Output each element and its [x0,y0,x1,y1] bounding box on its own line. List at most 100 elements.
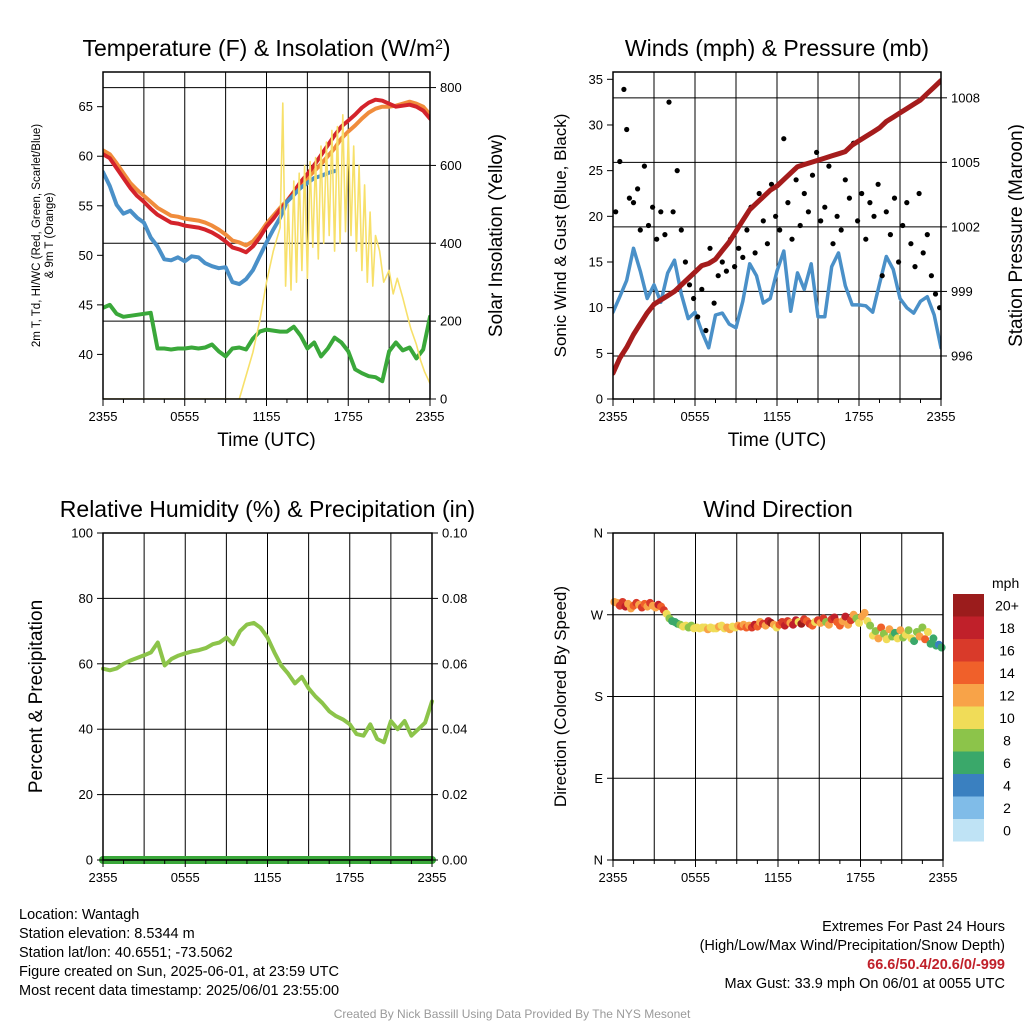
x-tick-label: 2355 [89,409,118,424]
gust-point [736,245,742,251]
chart-panel-3: 0 20 40 60 80 100 0.00 0.02 0.04 0.06 0.08 0.10 2355… [26,526,467,886]
gust-point [613,209,619,215]
gust-point [871,213,877,219]
y2-tick-label: 1008 [951,90,980,105]
y2-axis-label: Solar Insolation (Yellow) [486,134,507,337]
elevation-label: Station elevation: 8.5344 m [19,926,195,942]
legend-label: 16 [999,642,1015,658]
legend-swatch [953,751,984,774]
series-group [103,97,430,399]
x-tick-label: 2355 [599,409,628,424]
legend-swatch [953,796,984,819]
chart-title: Temperature (F) & Insolation (W/m2) [82,35,450,61]
recent-data-label: Most recent data timestamp: 2025/06/01 2… [19,983,340,999]
x-tick-label: 1755 [846,870,875,885]
y2-tick-label: 600 [440,158,462,173]
gust-point [719,259,725,265]
direction-point [921,635,930,644]
y2-tick-label: 996 [951,348,973,363]
gust-point [645,222,652,229]
y2-tick-label: 999 [951,284,973,299]
gust-point [904,200,910,206]
y-tick-label: N [594,526,603,541]
legend-swatch [953,684,984,707]
gust-point [781,136,787,142]
x-tick-label: 2355 [599,870,628,885]
extremes-subtitle: (High/Low/Max Wind/Precipitation/Snow De… [699,938,1005,954]
gust-point [707,245,713,251]
y-axis-label: Percent & Precipitation [26,600,47,793]
gust-point [691,295,697,302]
gust-point [635,186,641,192]
series-group [610,598,946,652]
gust-point [666,99,672,105]
y2-tick-label: 0.02 [442,787,467,802]
gust-point [715,273,721,279]
gust-point [723,268,730,274]
gust-point [908,241,914,247]
speed-legend: mph 20+ 18 16 14 12 10 8 6 4 2 0 [953,575,1019,842]
direction-point [860,608,869,617]
y-tick-label: 5 [596,346,603,361]
gust-point [891,195,898,201]
gust-point [777,227,783,233]
gust-point [937,305,941,311]
gust-point [674,168,680,174]
gust-point [630,200,637,206]
x-tick-label: 0555 [170,409,199,424]
y-tick-label: 10 [589,300,603,315]
gust-point [641,163,648,169]
gust-point [756,190,762,197]
series-solar-insolation [103,102,430,399]
gust-point [912,264,918,270]
y-tick-label: 100 [71,526,93,541]
gust-point [621,86,627,92]
gust-point [785,200,791,206]
gust-point [863,236,869,242]
direction-point [918,623,927,632]
x-tick-label: 0555 [681,409,710,424]
gust-point [932,291,939,297]
y2-tick-label: 0.10 [442,526,467,541]
extremes-title: Extremes For Past 24 Hours [822,919,1005,935]
gust-point [678,227,684,233]
gust-point [773,213,779,219]
series-2m-td [103,302,430,384]
legend-label: 20+ [995,597,1019,613]
chart-panel-2: 0 5 10 15 20 25 30 35 996 999 1002 1005 1008 2355 0555… [551,71,1024,451]
gust-point [624,126,630,133]
gust-point [814,149,820,155]
gust-point [805,209,812,215]
gust-point [768,181,775,187]
gust-point [818,218,824,224]
legend-swatch [953,616,984,639]
x-tick-label: 1755 [845,409,874,424]
legend-swatch [953,819,984,842]
gust-point [617,158,623,165]
y-tick-label: E [594,771,603,786]
latlon-label: Station lat/lon: 40.6551; -73.5062 [19,945,233,961]
series-2m-t [103,97,430,255]
y-tick-label: 20 [79,787,93,802]
gust-point [654,236,660,242]
gust-point [740,254,746,260]
chart-title: Winds (mph) & Pressure (mb) [625,35,929,61]
x-tick-label: 2355 [927,409,956,424]
gust-point [801,190,807,197]
x-tick-label: 1155 [253,409,281,424]
legend-label: 8 [1003,732,1011,748]
gust-point [658,209,664,215]
gust-point [686,282,693,288]
gust-point [900,222,906,229]
legend-swatch [953,729,984,752]
gust-point [797,222,803,229]
created-label: Figure created on Sun, 2025-06-01, at 23… [19,964,339,980]
legend-label: 2 [1003,800,1011,816]
series-sonic-wind [613,246,941,350]
gust-point [809,172,816,178]
y2-tick-label: 0 [440,392,447,407]
gust-point [695,314,701,320]
y-tick-label: 0 [86,853,93,868]
legend-label: 18 [999,620,1015,636]
